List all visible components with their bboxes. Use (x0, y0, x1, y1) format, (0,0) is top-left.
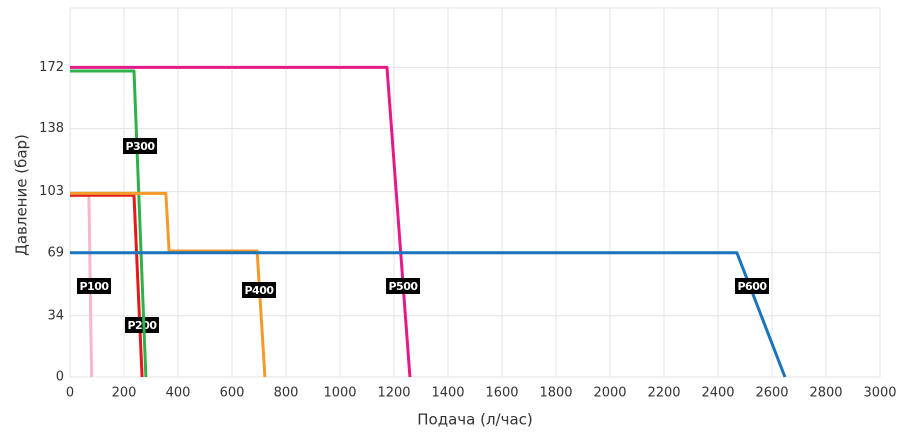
series-label: P600 (737, 280, 767, 293)
x-tick-label: 1200 (377, 386, 410, 401)
x-tick-label: 0 (66, 386, 74, 401)
x-tick-label: 200 (112, 386, 137, 401)
plot-frame (69, 7, 881, 378)
y-tick-label: 0 (56, 370, 64, 385)
label-box (125, 317, 159, 333)
x-tick-label: 2600 (755, 386, 788, 401)
label-box (77, 278, 111, 294)
line (70, 251, 787, 378)
line (70, 65, 412, 378)
x-tick-label: 2400 (701, 386, 734, 401)
label-box (735, 278, 769, 294)
label-box (386, 278, 420, 294)
y-tick-label: 172 (39, 60, 64, 75)
x-tick-label: 1400 (431, 386, 464, 401)
y-tick-label: 34 (47, 308, 64, 323)
x-tick-label: 400 (166, 386, 191, 401)
series-label: P400 (244, 284, 274, 297)
x-tick-label: 2200 (647, 386, 680, 401)
x-tick-label: 3000 (863, 386, 896, 401)
x-axis-title: Подача (л/час) (417, 411, 533, 429)
y-tick-label: 69 (47, 245, 64, 260)
x-tick-label: 600 (220, 386, 245, 401)
x-tick-label: 2000 (593, 386, 626, 401)
x-tick-label: 1600 (485, 386, 518, 401)
line (70, 193, 144, 378)
series-label: P100 (79, 280, 109, 293)
label-box (123, 138, 157, 154)
x-tick-label: 1000 (323, 386, 356, 401)
x-tick-label: 1800 (539, 386, 572, 401)
series-label: P500 (388, 280, 418, 293)
y-tick-label: 103 (39, 184, 64, 199)
line (70, 69, 148, 378)
y-tick-label: 138 (39, 121, 64, 136)
x-tick-label: 2800 (809, 386, 842, 401)
x-tick-label: 800 (274, 386, 299, 401)
y-axis-title: Давление (бар) (13, 134, 31, 256)
series-label: P300 (125, 140, 155, 153)
label-box (242, 282, 276, 298)
